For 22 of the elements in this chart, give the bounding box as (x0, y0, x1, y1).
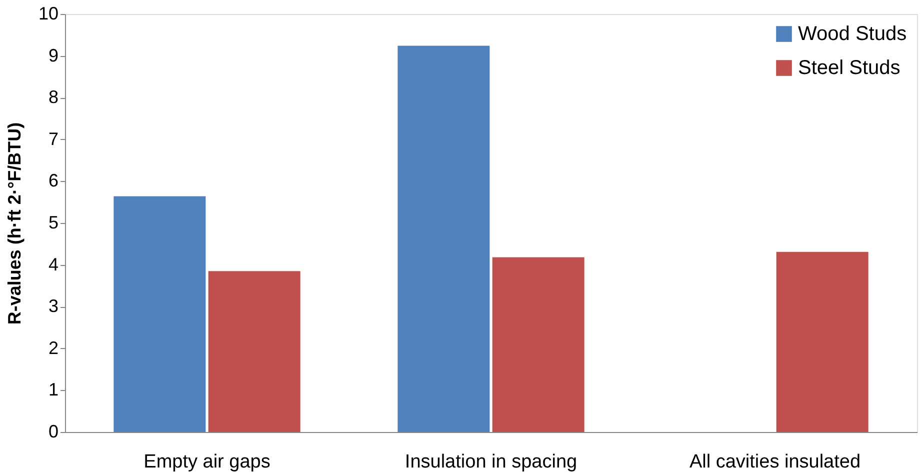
y-axis-title: R-values (h·ft 2·°F/BTU) (4, 122, 24, 325)
bar (398, 46, 490, 432)
y-tick-label: 7 (48, 128, 58, 149)
bar (776, 252, 868, 432)
bar (492, 257, 584, 432)
x-tick-label: All cavities insulated (689, 452, 861, 472)
y-tick-label: 9 (48, 45, 58, 66)
bar (208, 271, 300, 432)
bar (114, 196, 206, 432)
y-tick-label: 4 (48, 254, 58, 274)
y-tick-label: 10 (38, 4, 58, 24)
legend-label: Wood Studs (798, 23, 907, 45)
legend-label: Steel Studs (798, 57, 900, 79)
y-tick-label: 1 (48, 380, 58, 400)
x-tick-label: Insulation in spacing (404, 452, 578, 472)
y-tick-label: 0 (48, 422, 58, 442)
x-tick-label: Empty air gaps (144, 452, 270, 472)
y-tick-label: 3 (48, 296, 58, 316)
y-tick-label: 2 (48, 338, 58, 358)
y-tick-label: 6 (48, 170, 58, 191)
y-tick-label: 5 (48, 212, 58, 232)
y-tick-label: 8 (48, 87, 58, 108)
